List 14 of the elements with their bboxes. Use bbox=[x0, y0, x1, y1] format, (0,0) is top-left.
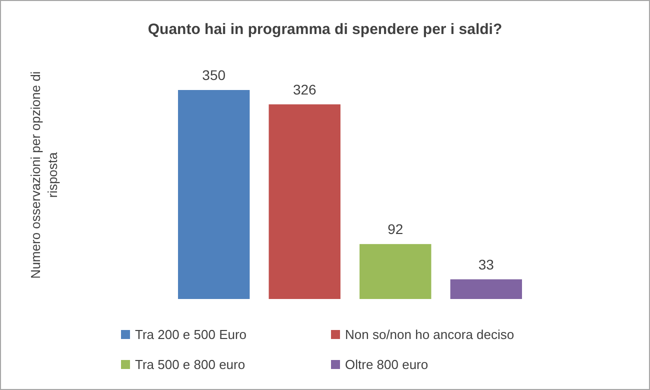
bar bbox=[360, 244, 432, 299]
bar bbox=[268, 104, 340, 299]
bar bbox=[178, 90, 250, 299]
bar bbox=[450, 279, 522, 299]
legend-label: Tra 500 e 800 euro bbox=[135, 357, 246, 372]
data-label: 92 bbox=[388, 221, 404, 238]
legend-label: Oltre 800 euro bbox=[345, 357, 428, 372]
legend-label: Tra 200 e 500 Euro bbox=[135, 327, 247, 342]
data-label: 350 bbox=[202, 67, 226, 83]
text: Numero osservazioni per opzione di risposta bbox=[28, 71, 60, 279]
legend-label: Non so/non ho ancora deciso bbox=[345, 327, 514, 342]
data-label: 326 bbox=[292, 81, 317, 98]
data-label: 33 bbox=[478, 256, 494, 272]
chart-title: Quanto hai in programma di spendere per i saldi? bbox=[148, 21, 502, 38]
